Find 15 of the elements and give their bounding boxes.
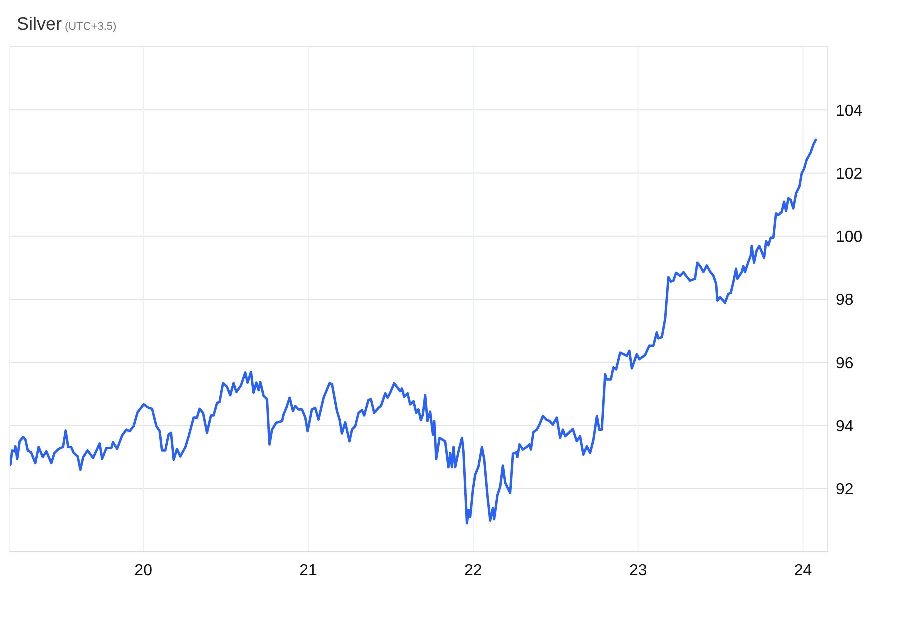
x-tick-label: 20 — [134, 562, 153, 580]
line-series — [10, 138, 818, 525]
y-tick-label: 96 — [836, 355, 854, 372]
x-tick-label: 22 — [464, 562, 482, 580]
x-tick-label: 21 — [300, 562, 318, 580]
y-tick-label: 104 — [836, 102, 863, 120]
y-tick-label: 100 — [836, 229, 863, 246]
x-tick-label: 24 — [794, 562, 812, 580]
y-tick-label: 92 — [836, 482, 854, 499]
y-tick-label: 98 — [836, 292, 854, 310]
y-tick-label: 102 — [836, 166, 863, 183]
chart-subtitle: (UTC+3.5) — [65, 21, 117, 33]
x-tick-label: 23 — [629, 562, 648, 580]
chart-title: Silver — [17, 14, 62, 34]
y-tick-label: 94 — [836, 418, 854, 436]
